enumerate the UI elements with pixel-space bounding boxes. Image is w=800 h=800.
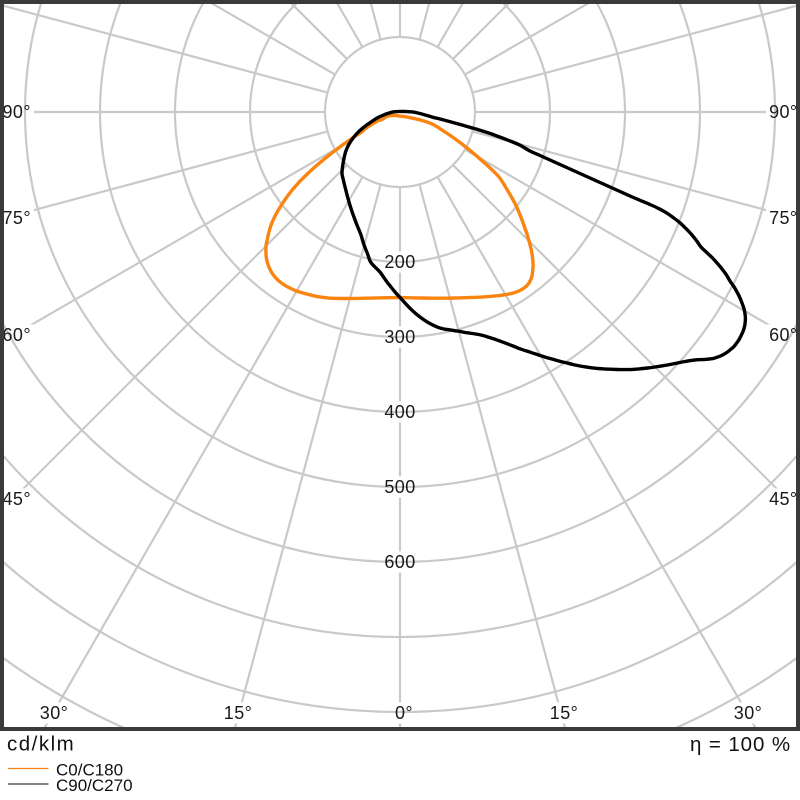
svg-text:C90/C270: C90/C270 xyxy=(56,776,133,795)
svg-text:60°: 60° xyxy=(3,325,31,345)
svg-text:600: 600 xyxy=(384,552,415,572)
svg-text:45°: 45° xyxy=(3,489,31,509)
svg-text:30°: 30° xyxy=(734,703,762,723)
svg-text:75°: 75° xyxy=(3,208,31,228)
svg-text:45°: 45° xyxy=(769,489,797,509)
svg-text:500: 500 xyxy=(384,477,415,497)
svg-text:90°: 90° xyxy=(769,102,797,122)
svg-text:η = 100 %: η = 100 % xyxy=(690,733,791,756)
svg-text:C0/C180: C0/C180 xyxy=(56,760,123,779)
svg-text:75°: 75° xyxy=(769,208,797,228)
svg-text:cd/klm: cd/klm xyxy=(7,733,75,756)
svg-text:0°: 0° xyxy=(395,703,413,723)
svg-text:15°: 15° xyxy=(550,703,578,723)
svg-text:30°: 30° xyxy=(40,703,68,723)
svg-text:90°: 90° xyxy=(3,102,31,122)
svg-text:15°: 15° xyxy=(224,703,252,723)
svg-text:400: 400 xyxy=(384,402,415,422)
svg-text:200: 200 xyxy=(384,252,415,272)
svg-text:60°: 60° xyxy=(769,325,797,345)
svg-text:300: 300 xyxy=(384,327,415,347)
